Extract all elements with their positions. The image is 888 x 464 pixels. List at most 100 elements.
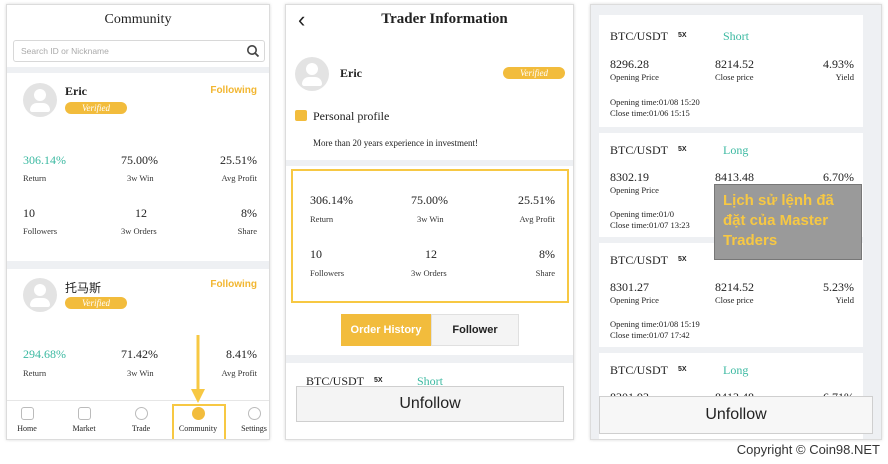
- open-time: Opening time:01/08 15:20: [610, 97, 700, 107]
- profit-label: Avg Profit: [221, 173, 258, 183]
- pair-label: BTC/USDT: [610, 29, 669, 43]
- following-button[interactable]: Following: [210, 85, 257, 96]
- profit-value: 8.41%: [226, 347, 257, 361]
- nav-community[interactable]: Community: [170, 407, 226, 433]
- yield-value: 4.93%: [823, 57, 854, 71]
- unfollow-button[interactable]: Unfollow: [599, 396, 873, 434]
- win-value: 71.42%: [121, 347, 158, 361]
- nav-label: Community: [178, 424, 218, 433]
- trader-name: 托马斯: [65, 281, 102, 295]
- side-label: Short: [417, 374, 444, 388]
- nav-label: Market: [72, 424, 96, 433]
- open-price: 8301.27: [610, 280, 649, 294]
- return-label: Return: [23, 368, 47, 378]
- share-value: 8%: [539, 247, 555, 261]
- avatar: [23, 278, 57, 312]
- close-price: 8214.52: [715, 280, 754, 294]
- avatar: [23, 83, 57, 117]
- pair-label: BTC/USDT: [610, 253, 669, 267]
- highlight-box: [172, 404, 226, 439]
- divider: [286, 160, 573, 166]
- side-label: Long: [723, 143, 749, 157]
- profile-icon: [295, 110, 307, 121]
- trader-info-screen: ‹ Trader Information Eric Verified Perso…: [285, 4, 574, 440]
- nav-settings[interactable]: Settings: [234, 407, 269, 433]
- leverage-label: 5X: [678, 146, 687, 153]
- return-label: Return: [310, 214, 334, 224]
- leverage-label: 5X: [374, 377, 383, 384]
- home-icon: [20, 407, 34, 420]
- search-icon[interactable]: [246, 44, 260, 58]
- win-label: 3w Win: [127, 368, 154, 378]
- close-price: 8214.52: [715, 57, 754, 71]
- side-label: Short: [723, 29, 750, 43]
- copyright-text: Copyright © Coin98.NET: [736, 442, 880, 457]
- share-label: Share: [535, 268, 555, 278]
- order-card[interactable]: BTC/USDT 5X 8301.27 Opening Price 8214.5…: [599, 243, 863, 347]
- avatar: [295, 57, 329, 91]
- open-price: 8296.28: [610, 57, 649, 71]
- nav-trade[interactable]: Trade: [121, 407, 161, 433]
- win-value: 75.00%: [411, 193, 448, 207]
- leverage-label: 5X: [678, 32, 687, 39]
- orders-value: 12: [135, 206, 147, 220]
- close-price: 8413.48: [715, 170, 754, 184]
- nav-label: Settings: [241, 424, 267, 433]
- following-button[interactable]: Following: [210, 279, 257, 290]
- close-time: Close time:01/07 13:23: [610, 220, 690, 230]
- return-value: 306.14%: [310, 193, 353, 207]
- nav-market[interactable]: Market: [64, 407, 104, 433]
- orders-label: 3w Orders: [411, 268, 447, 278]
- profile-heading: Personal profile: [313, 109, 390, 123]
- followers-label: Followers: [310, 268, 344, 278]
- trade-icon: [134, 407, 148, 420]
- tab-order-history[interactable]: Order History: [341, 314, 431, 346]
- divider: [7, 67, 269, 73]
- verified-badge: Verified: [503, 67, 565, 79]
- win-label: 3w Win: [127, 173, 154, 183]
- nav-home[interactable]: Home: [7, 407, 47, 433]
- pair-label: BTC/USDT: [610, 143, 669, 157]
- yield-value: 6.70%: [823, 170, 854, 184]
- search-placeholder: Search ID or Nickname: [21, 46, 109, 56]
- profit-label: Avg Profit: [221, 368, 258, 378]
- side-label: Long: [723, 363, 749, 377]
- pair-label: BTC/USDT: [306, 374, 365, 388]
- order-card[interactable]: BTC/USDT 5X Short 8296.28 Opening Price …: [599, 15, 863, 127]
- divider: [286, 355, 573, 363]
- trader-name: Eric: [65, 84, 87, 98]
- profit-value: 25.51%: [518, 193, 555, 207]
- tab-follower[interactable]: Follower: [431, 314, 519, 346]
- yield-label: Yield: [835, 295, 854, 305]
- community-screen: Community Search ID or Nickname Eric Ver…: [6, 4, 270, 440]
- back-icon[interactable]: ‹: [298, 7, 306, 32]
- followers-value: 10: [310, 247, 322, 261]
- search-input[interactable]: Search ID or Nickname: [13, 40, 265, 62]
- yield-label: Yield: [835, 72, 854, 82]
- arrow-down-icon: [191, 335, 205, 403]
- annotation-callout: Lịch sử lệnh đã đặt của Master Traders: [714, 184, 862, 260]
- verified-badge: Verified: [65, 297, 127, 309]
- open-price-label: Opening Price: [610, 295, 659, 305]
- return-value: 294.68%: [23, 347, 66, 361]
- orders-label: 3w Orders: [121, 226, 157, 236]
- win-label: 3w Win: [417, 214, 444, 224]
- verified-badge: Verified: [65, 102, 127, 114]
- close-time: Close time:01/06 15:15: [610, 108, 690, 118]
- close-time: Close time:01/07 17:42: [610, 330, 690, 340]
- share-label: Share: [237, 226, 257, 236]
- trader-name: Eric: [340, 66, 362, 80]
- followers-label: Followers: [23, 226, 57, 236]
- chart-icon: [77, 407, 91, 420]
- close-price-label: Close price: [715, 72, 754, 82]
- order-history-screen: BTC/USDT 5X Short 8296.28 Opening Price …: [590, 4, 882, 440]
- user-icon: [247, 407, 261, 420]
- yield-value: 5.23%: [823, 280, 854, 294]
- unfollow-button[interactable]: Unfollow: [296, 386, 564, 422]
- share-value: 8%: [241, 206, 257, 220]
- page-title: Trader Information: [381, 11, 508, 27]
- community-icon: [191, 407, 205, 420]
- leverage-label: 5X: [678, 366, 687, 373]
- open-price-label: Opening Price: [610, 185, 659, 195]
- return-value: 306.14%: [23, 153, 66, 167]
